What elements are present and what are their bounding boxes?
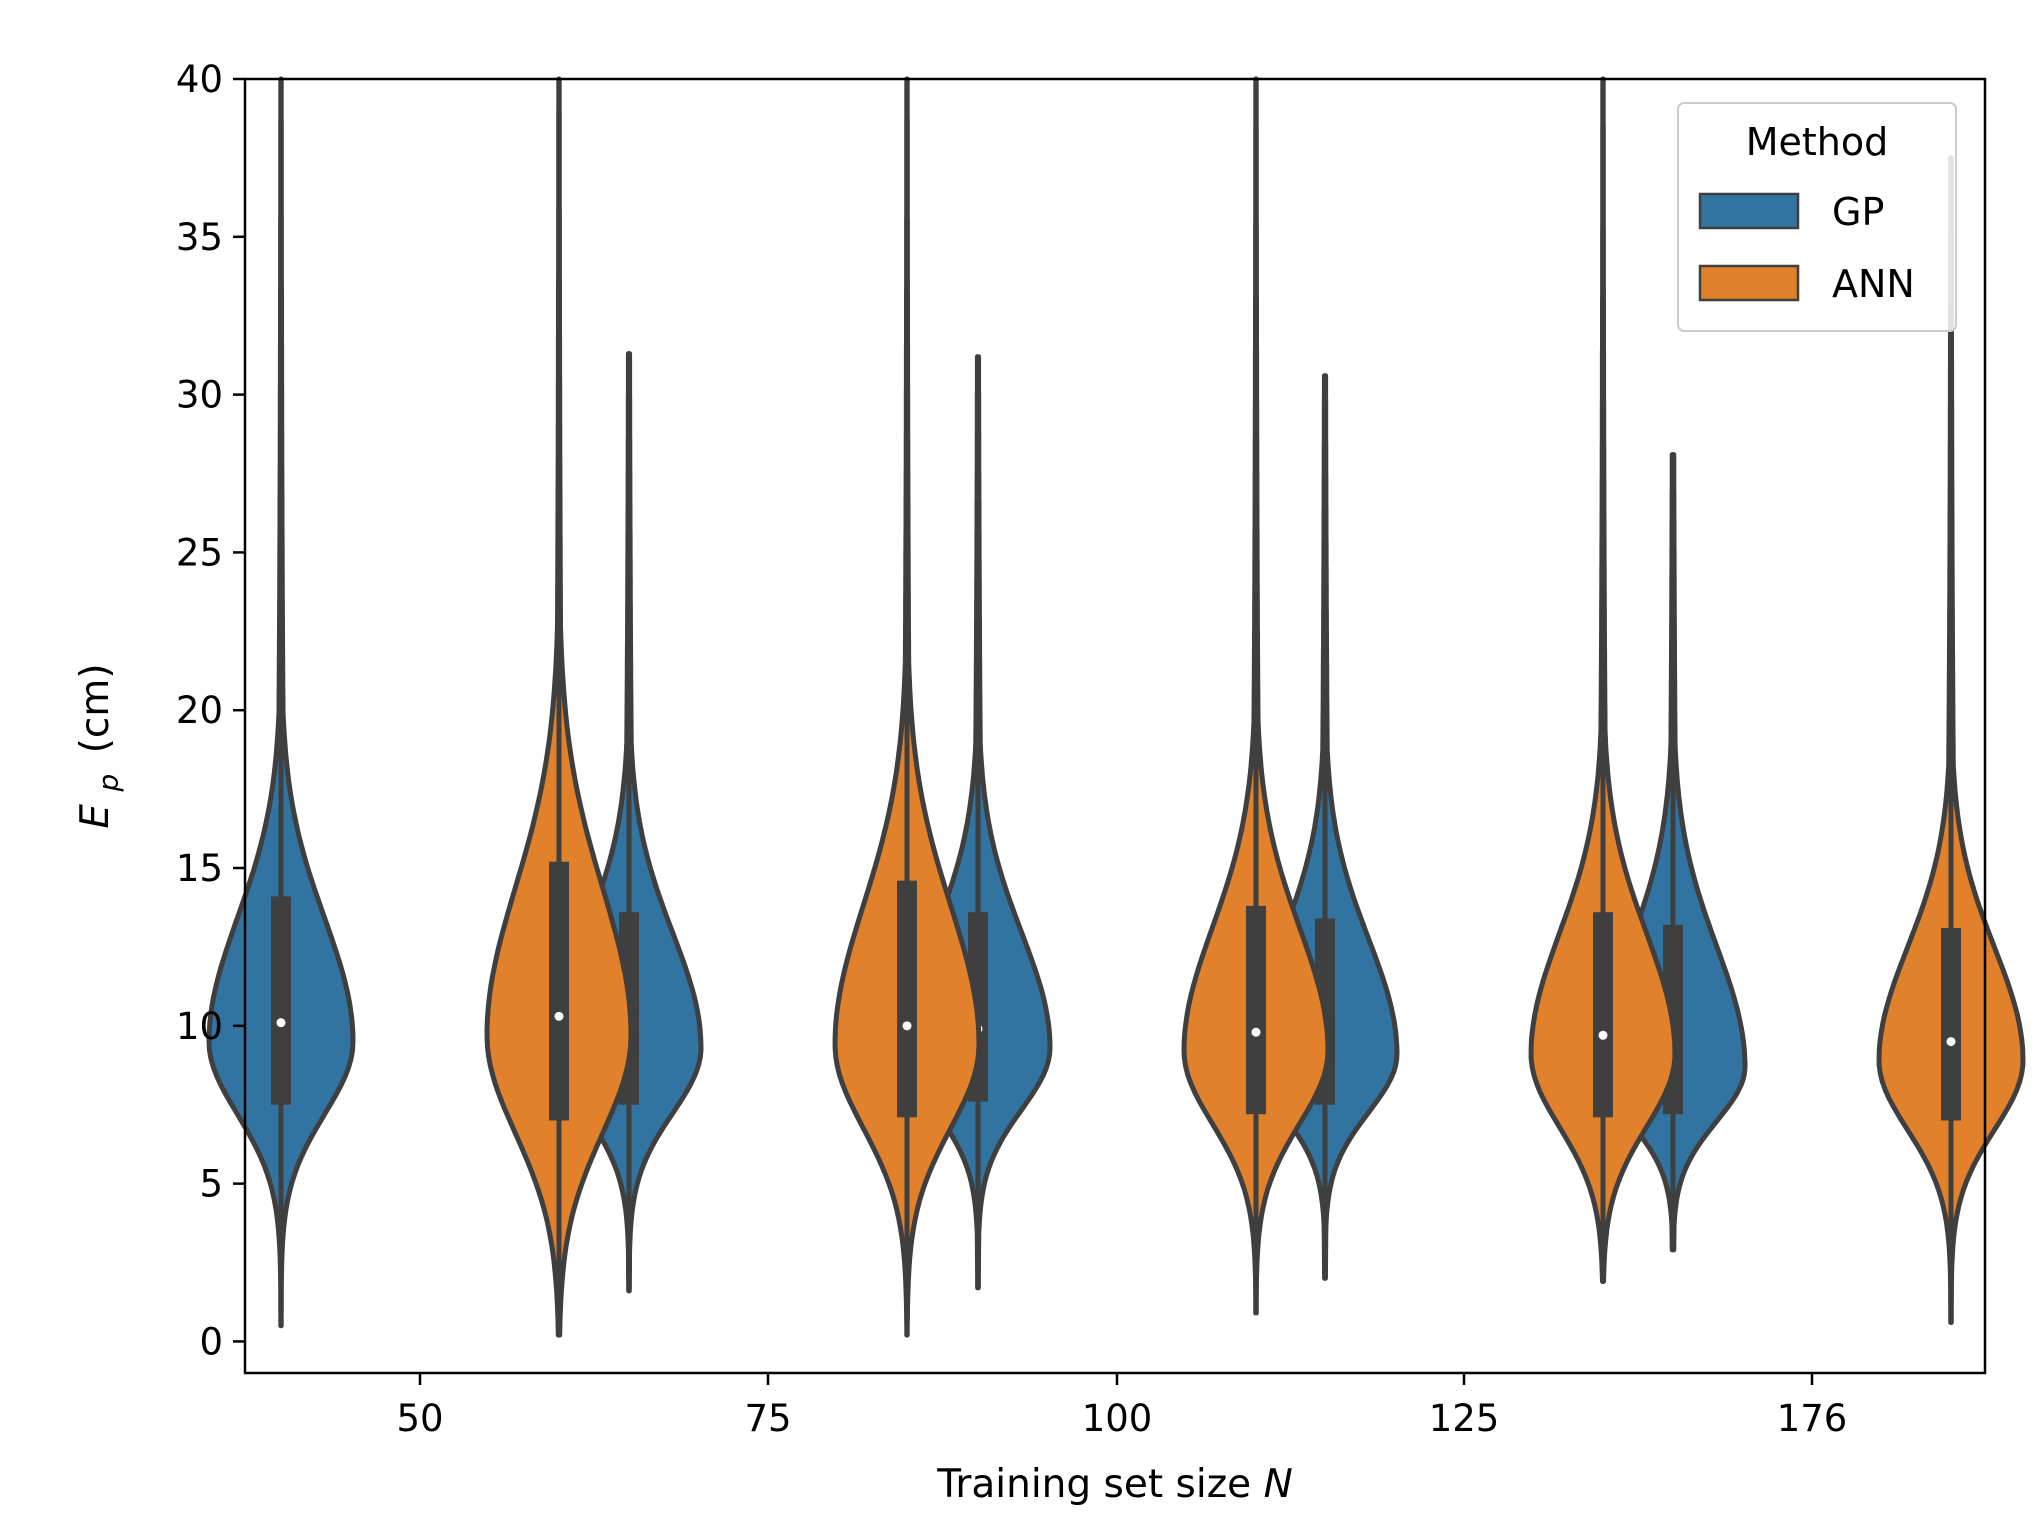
x-axis-label-text: Training set size [936,1462,1251,1507]
y-axis-label-var: E [73,804,118,829]
violin-iqr-box [271,896,291,1105]
violin-median-point [1251,1027,1261,1037]
x-axis-ticks: 50 75 100 125 176 [396,1373,1847,1440]
violin-median-point [1598,1030,1608,1040]
violin-ann-176 [1876,155,2026,1325]
violin-iqr-box [549,861,569,1121]
x-tick-label: 50 [396,1397,443,1440]
legend-swatch-ann [1698,264,1800,302]
y-tick-label: 30 [176,374,223,417]
violin-gp-50 [206,76,356,1329]
x-tick-label: 125 [1429,1397,1500,1440]
violin-iqr-box [897,880,917,1118]
violin-iqr-box [1941,927,1961,1121]
violin-median-point [554,1011,564,1021]
y-axis-label-unit: (cm) [73,663,118,753]
legend-label-ann: ANN [1832,262,1915,306]
x-tick-label: 100 [1082,1397,1153,1440]
plot-frame [243,77,1987,1375]
violin-ann-125 [1528,76,1678,1284]
y-tick-label: 15 [176,847,223,890]
y-axis-label-sub: p [92,774,125,793]
y-tick-label: 35 [176,216,223,259]
legend-label-gp: GP [1832,190,1884,234]
y-tick-label: 20 [176,689,223,732]
y-tick-label: 0 [199,1320,223,1363]
violin-median-point [276,1018,286,1028]
x-tick-label: 75 [744,1397,791,1440]
y-axis-label: E p (cm) [73,663,128,828]
x-tick-label: 176 [1777,1397,1848,1440]
violin-median-point [902,1021,912,1031]
y-tick-label: 40 [176,58,223,101]
y-tick-label: 10 [176,1005,223,1048]
x-axis-label-var: N [1264,1462,1293,1507]
legend-swatch-gp [1698,192,1800,230]
violin-iqr-box [1246,905,1266,1115]
violins-layer [206,76,2026,1338]
y-tick-label: 5 [199,1163,223,1206]
violin-median-point [1946,1037,1956,1047]
legend-title: Method [1746,120,1889,164]
y-tick-label: 25 [176,531,223,574]
y-axis-ticks: 0 5 10 15 20 25 30 35 40 [176,58,245,1363]
legend: Method GP ANN [1677,102,1957,332]
x-axis-label: Training set size N [936,1462,1293,1507]
violin-iqr-box [1593,912,1613,1118]
